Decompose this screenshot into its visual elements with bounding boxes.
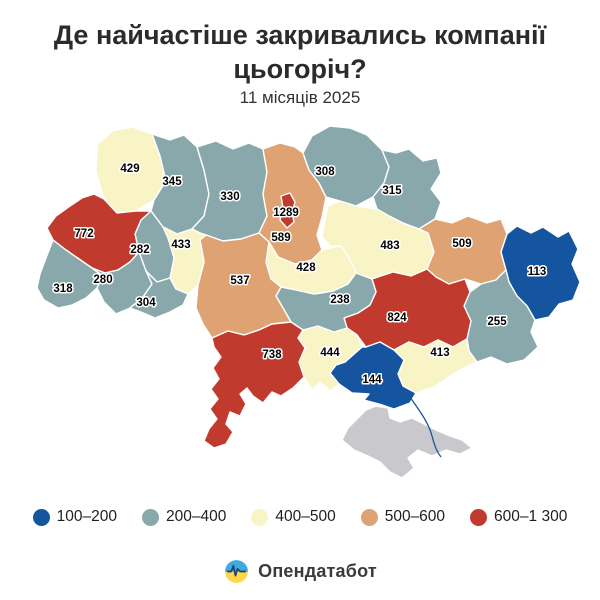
region-crimea	[341, 405, 473, 479]
region-value-label: 144	[362, 374, 382, 386]
region-value-label: 315	[382, 185, 402, 197]
region-value-label: 308	[315, 166, 335, 178]
region-value-label: 255	[487, 316, 507, 328]
region-value-label: 282	[130, 244, 149, 256]
legend-swatch-icon	[470, 508, 488, 526]
legend-item: 600–1 300	[470, 508, 567, 526]
map-regions	[36, 125, 581, 479]
region-value-label: 345	[162, 176, 182, 188]
brand-name: Опендатабот	[258, 561, 377, 581]
region-value-label: 413	[430, 347, 449, 359]
region-value-label: 738	[262, 349, 282, 361]
region-value-label: 238	[330, 294, 350, 306]
north-crimean-canal-line	[409, 396, 442, 458]
region-zakarpattia	[36, 239, 104, 309]
region-value-label: 318	[53, 283, 73, 295]
legend-label: 500–600	[384, 508, 446, 525]
legend-label: 400–500	[275, 508, 336, 525]
region-odesa	[203, 321, 306, 449]
region-value-label: 509	[452, 238, 471, 250]
region-value-label: 589	[271, 232, 290, 244]
region-value-label: 280	[93, 274, 112, 286]
legend-item: 400–500	[251, 508, 336, 526]
legend-swatch-icon	[251, 508, 269, 526]
page-subtitle: 11 місяців 2025	[239, 88, 361, 107]
logo-pulse-line	[226, 564, 247, 577]
legend-label: 100–200	[56, 508, 118, 525]
region-value-label: 433	[171, 239, 190, 251]
region-value-label: 429	[120, 163, 139, 175]
brand-footer: Опендатабот	[0, 558, 600, 585]
region-value-label: 772	[74, 228, 93, 240]
region-value-label: 483	[380, 240, 399, 252]
legend-item: 100–200	[32, 508, 118, 526]
region-value-label: 330	[220, 191, 239, 203]
region-value-label: 113	[528, 266, 547, 278]
legend-item: 500–600	[360, 508, 446, 526]
legend-label: 600–1 300	[494, 508, 568, 525]
region-value-label: 304	[136, 297, 156, 309]
map-value-labels: 429 345 330 308 315 1289 589 772 282 433…	[52, 162, 548, 388]
region-value-label: 428	[296, 262, 316, 274]
logo-bottom-half	[225, 571, 249, 583]
legend-label: 200–400	[166, 508, 227, 525]
region-chernivtsi	[129, 270, 189, 319]
legend-swatch-icon	[360, 508, 378, 526]
region-value-label: 537	[230, 275, 249, 287]
region-kyiv-city	[279, 192, 296, 229]
opendatabot-logo-icon	[225, 560, 249, 583]
region-value-label: 444	[320, 347, 340, 359]
logo-top-half	[225, 560, 249, 572]
region-value-label: 824	[387, 312, 407, 324]
legend-swatch-icon	[142, 508, 160, 526]
page-title: Де найчастіше закривались компанії цього…	[53, 20, 547, 84]
legend-swatch-icon	[32, 508, 50, 526]
legend: 100–200 200–400 400–500 500–600 600–1 30…	[0, 508, 600, 526]
legend-item: 200–400	[142, 508, 226, 526]
region-value-label: 1289	[273, 207, 299, 219]
